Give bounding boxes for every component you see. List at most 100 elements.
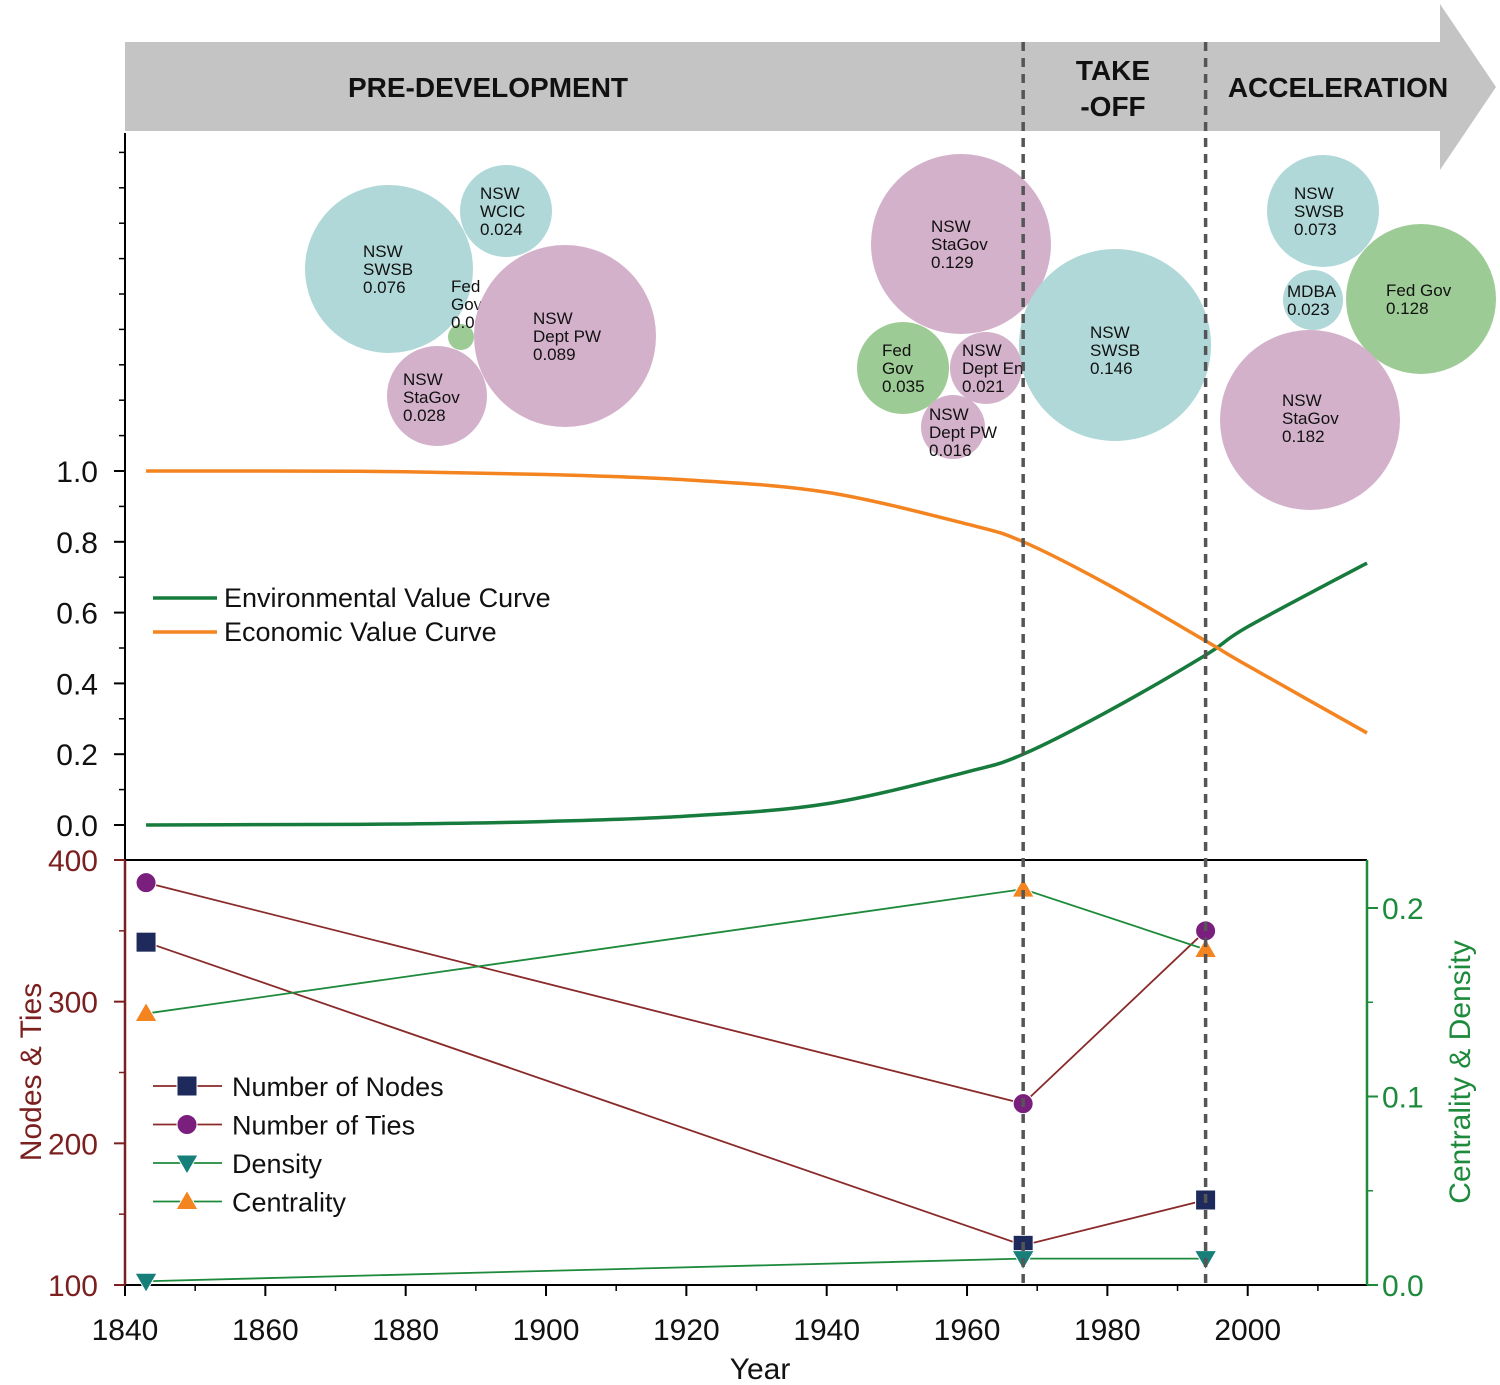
network-bubble [474, 245, 656, 427]
bubble-label: 0.028 [403, 406, 446, 425]
bubble-label: NSW [962, 341, 1002, 360]
bubble-label: NSW [1294, 184, 1334, 203]
x-tick-label: 1920 [653, 1314, 720, 1347]
bubble-label: Fed [451, 277, 480, 296]
y-tick-label-top: 0.0 [56, 810, 98, 843]
legend-label: Number of Nodes [232, 1072, 444, 1102]
bubble-label: Fed Gov [1386, 281, 1452, 300]
bubble-label: Gov [451, 295, 483, 314]
bubble-label: SWSB [363, 260, 413, 279]
series-line [145, 888, 1206, 1015]
y-tick-label-right: 0.2 [1382, 893, 1424, 926]
legend-label: Centrality [232, 1188, 347, 1218]
bubble-label: 0.146 [1090, 359, 1133, 378]
bubble-label: NSW [1090, 323, 1130, 342]
y-tick-label-top: 0.8 [56, 527, 98, 560]
phase-label: TAKE [1076, 55, 1150, 86]
series-line [145, 881, 1207, 1105]
bubble-label: 0.073 [1294, 220, 1337, 239]
bubble-label: 0.021 [962, 377, 1005, 396]
phase-label: PRE-DEVELOPMENT [348, 72, 628, 103]
bubble-label: NSW [929, 405, 969, 424]
x-tick-label: 1980 [1074, 1314, 1141, 1347]
network-bubble [921, 395, 985, 459]
x-tick-label: 1960 [934, 1314, 1001, 1347]
bubble-label: 0.182 [1282, 427, 1325, 446]
x-tick-label: 1900 [513, 1314, 580, 1347]
bubble-label: SWSB [1090, 341, 1140, 360]
y-tick-label-top: 0.2 [56, 739, 98, 772]
bubble-label: 0.089 [533, 345, 576, 364]
marker-circle [176, 1114, 198, 1135]
network-bubble [1283, 270, 1343, 330]
network-bubble [460, 165, 552, 257]
bubble-label: NSW [480, 184, 520, 203]
y-tick-label-left: 100 [48, 1270, 98, 1303]
marker-triangle-down [175, 1154, 199, 1175]
phase-label: ACCELERATION [1228, 72, 1448, 103]
x-tick-label: 1940 [793, 1314, 860, 1347]
y-axis-title-right: Centrality & Density [1444, 940, 1477, 1203]
bubble-label: 0.016 [929, 441, 972, 460]
legend-label: Environmental Value Curve [224, 583, 551, 613]
bubble-label: Fed [882, 341, 911, 360]
legend-label: Economic Value Curve [224, 617, 497, 647]
bubble-label: NSW [403, 370, 443, 389]
y-axis-title-left: Nodes & Ties [15, 983, 48, 1161]
marker-circle [135, 872, 157, 894]
bubble-label: Dept PW [533, 327, 601, 346]
y-tick-label-right: 0.0 [1382, 1270, 1424, 1303]
x-tick-label: 1880 [372, 1314, 439, 1347]
phase-arrow [125, 4, 1496, 170]
marker-triangle-up [175, 1189, 199, 1210]
y-tick-label-left: 300 [48, 987, 98, 1020]
legend-label: Number of Ties [232, 1111, 415, 1141]
bubble-label: 0.023 [1287, 300, 1330, 319]
marker-triangle-up [134, 1001, 158, 1023]
series-line [146, 1257, 1206, 1283]
bubble-label: 0.024 [480, 220, 523, 239]
bubble-label: NSW [363, 242, 403, 261]
x-tick-label: 2000 [1214, 1314, 1281, 1347]
bubble-label: SWSB [1294, 202, 1344, 221]
x-tick-label: 1860 [232, 1314, 299, 1347]
bubble-label: StaGov [931, 235, 988, 254]
network-bubble [448, 324, 474, 350]
bubble-label: Gov [882, 359, 914, 378]
bubble-label: 0.128 [1386, 299, 1429, 318]
bubble-label: StaGov [403, 388, 460, 407]
marker-triangle-down [134, 1272, 158, 1294]
network-bubble [871, 154, 1051, 334]
network-bubble [857, 322, 949, 414]
legend-label: Density [232, 1149, 323, 1179]
network-bubble [1346, 224, 1496, 374]
bubble-label: 0.129 [931, 253, 974, 272]
bubble-label: Dept En [962, 359, 1023, 378]
bubble-label: NSW [1282, 391, 1322, 410]
x-tick-label: 1840 [92, 1314, 159, 1347]
bubble-label: Dept PW [929, 423, 997, 442]
bubble-label: MDBA [1287, 282, 1337, 301]
bubble-label: StaGov [1282, 409, 1339, 428]
y-tick-label-top: 0.4 [56, 668, 98, 701]
network-bubble [950, 332, 1022, 404]
network-bubble [387, 346, 487, 446]
bubble-label: NSW [931, 217, 971, 236]
y-tick-label-left: 400 [48, 845, 98, 878]
x-axis-title: Year [730, 1353, 791, 1385]
network-bubble [1220, 330, 1400, 510]
bubble-label: NSW [533, 309, 573, 328]
network-bubble [1267, 155, 1379, 267]
bubble-label: 0.035 [882, 377, 925, 396]
y-tick-label-top: 1.0 [56, 456, 98, 489]
y-tick-label-top: 0.6 [56, 598, 98, 631]
phase-label: -OFF [1080, 91, 1145, 122]
network-bubble [1019, 249, 1211, 441]
y-tick-label-left: 200 [48, 1128, 98, 1161]
marker-square [135, 931, 157, 953]
y-tick-label-right: 0.1 [1382, 1082, 1424, 1115]
bubble-label: 0.076 [363, 278, 406, 297]
marker-square [176, 1075, 198, 1097]
